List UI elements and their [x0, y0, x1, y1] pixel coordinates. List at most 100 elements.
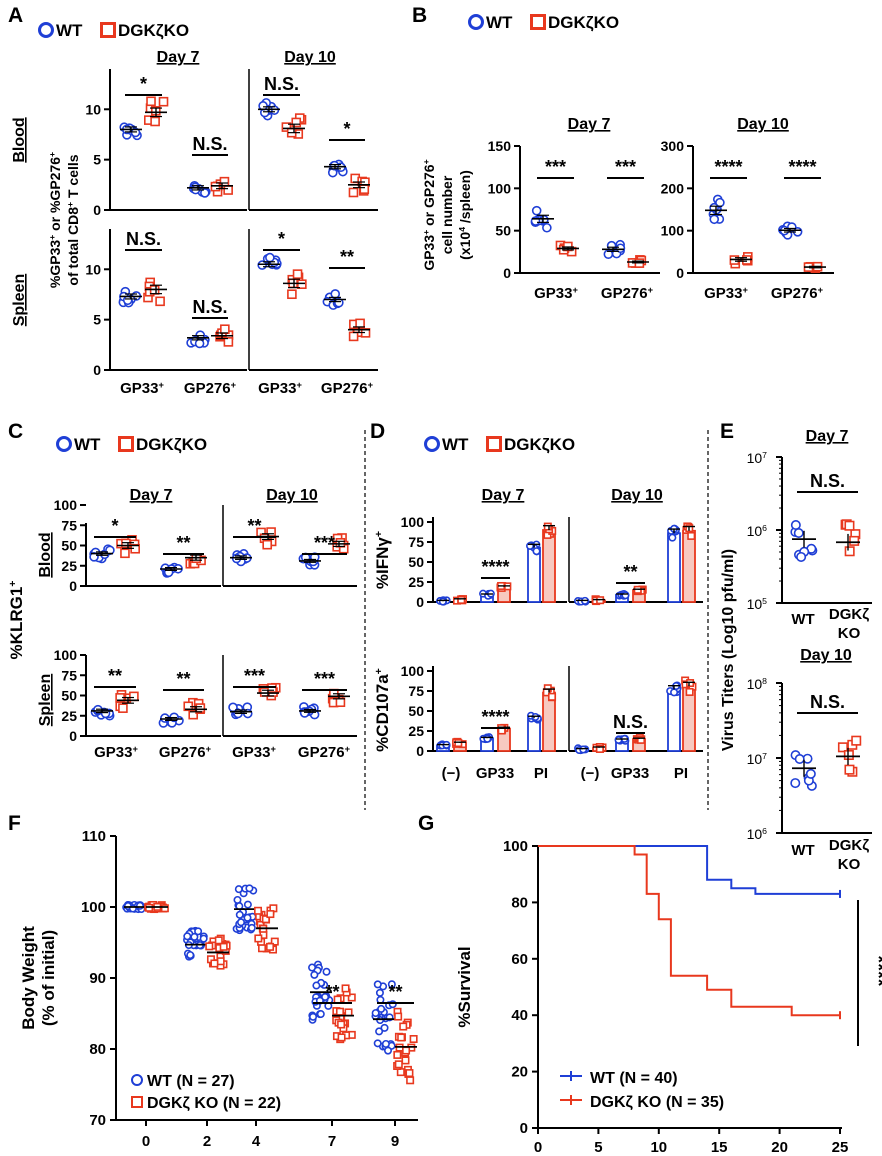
- panelC-legend-ko-label: DGKζKO: [136, 435, 207, 454]
- panelF-point: [261, 915, 270, 924]
- panelC-sig-label: ***: [314, 669, 335, 689]
- panelD-ifn-tick-label: 25: [408, 574, 424, 590]
- panelD-point: [543, 522, 552, 531]
- panelB-wt-point: [709, 214, 720, 225]
- panelF-point: [347, 993, 356, 1002]
- panelC-ko-point: [118, 703, 128, 713]
- panelF-point: [266, 910, 275, 919]
- panelG-xtick-label: 25: [832, 1139, 849, 1156]
- panelB-legend-wt-marker: [468, 14, 484, 30]
- panelD-bar-wt: [667, 688, 681, 752]
- panelF-point: [341, 984, 350, 993]
- panelF-point: [135, 901, 144, 910]
- panelF-point: [406, 1076, 415, 1085]
- panelG-tick-label: 40: [511, 1007, 528, 1024]
- panelA-wt-point: [330, 289, 341, 299]
- panelB-xlabel: GP276+: [601, 285, 654, 302]
- panelA-ko-point: [348, 331, 359, 342]
- panelB-d7-tick-label: 0: [503, 265, 511, 281]
- panelB-d7-tick-label: 150: [488, 138, 512, 154]
- panelC-xlabel: GP33+: [94, 744, 138, 761]
- panelD-cd107a-tick-label: 100: [401, 663, 425, 679]
- panelF-point: [245, 884, 254, 893]
- panelB-sig-label: ****: [788, 157, 816, 177]
- panelF-tick-label: 70: [89, 1112, 106, 1129]
- panelA-spleen-label: Spleen: [11, 274, 28, 326]
- panelF-point: [210, 959, 219, 968]
- panelE-xlabel-ko: KO: [838, 625, 861, 642]
- panelC-blood-tick-label: 0: [69, 578, 77, 594]
- panelF-point: [190, 932, 199, 941]
- panelA-legend-wt-label: WT: [56, 21, 83, 40]
- panelF-point: [335, 1007, 344, 1016]
- panelE-tick-label: 106: [747, 523, 768, 539]
- panelG-xtick-label: 5: [594, 1139, 602, 1156]
- panelF-point: [402, 1046, 411, 1055]
- panelD-sig-label: **: [623, 562, 637, 582]
- panelF-point: [183, 932, 192, 941]
- panelF-tick-label: 80: [89, 1041, 106, 1058]
- panelC-spleen-tick-label: 100: [54, 647, 78, 663]
- panelA-ko-point: [355, 318, 365, 329]
- panelF-point: [381, 1039, 390, 1048]
- panelD-legend-wt-marker: [424, 436, 440, 452]
- panelD-point: [686, 679, 695, 688]
- panelF-tick-label: 110: [82, 828, 106, 845]
- panelG-line-ko: [538, 845, 840, 1017]
- panelA-ko-point: [292, 269, 303, 279]
- panelD-bar-ko: [542, 529, 556, 603]
- panelE-point: [805, 768, 816, 779]
- panelD-xlabel: PI: [534, 765, 548, 782]
- panelF-point: [397, 1033, 406, 1042]
- panelG-xtick-label: 15: [711, 1139, 728, 1156]
- panelC-ko-point: [335, 697, 346, 708]
- panelD-sig-label: ****: [481, 707, 509, 727]
- panelD-ylabel-bot: %CD107a+: [373, 668, 392, 752]
- panelA-sig-label: N.S.: [192, 134, 227, 154]
- panel-label-F: F: [8, 812, 21, 835]
- panelF-point: [310, 970, 319, 979]
- panelC-blood-tick-label: 25: [61, 558, 77, 574]
- panelD-point: [483, 734, 492, 743]
- panelF-point: [254, 906, 263, 915]
- panelA-sig-label: *: [140, 74, 147, 94]
- panelA-sig-label: N.S.: [126, 229, 161, 249]
- panelC-day10: Day 10: [266, 487, 318, 504]
- panelE-point: [844, 520, 855, 531]
- panelB-legend-ko-marker: [530, 14, 546, 30]
- panelC-ko-point: [129, 691, 139, 702]
- panelA-ko-point: [281, 122, 292, 132]
- panelD-cd107a-tick-label: 75: [408, 683, 424, 699]
- panelD-point: [454, 739, 463, 748]
- panelB-sig-label: ***: [615, 157, 636, 177]
- panelD-day7: Day 7: [482, 487, 525, 504]
- panelG-legend-wt: WT (N = 40): [590, 1070, 678, 1087]
- panelE-day7: Day 7: [806, 428, 849, 445]
- panelE-point: [849, 535, 860, 546]
- panel-label-G: G: [418, 812, 434, 835]
- panelA-blood-label: Blood: [11, 117, 28, 162]
- panelF-legend-ko-marker: [131, 1096, 143, 1108]
- panelF-sig-label: **: [388, 982, 402, 1002]
- panelE-sig-label: N.S.: [810, 471, 845, 491]
- panelF-point: [234, 885, 243, 894]
- panelB-xlabel: GP276+: [771, 285, 824, 302]
- panelE-point: [790, 778, 801, 789]
- panelD-bar-wt: [667, 532, 681, 603]
- panelG-sig-label: ****: [867, 955, 882, 986]
- panelD-xlabel: (−): [442, 765, 461, 782]
- panelD-xlabel: (−): [581, 765, 600, 782]
- panelD-point: [687, 531, 696, 540]
- panelE-xlabel-wt: WT: [791, 842, 814, 859]
- panelC-blood-label: Blood: [37, 532, 54, 577]
- panelF-xtick-label: 0: [142, 1133, 150, 1150]
- panelE-day10: Day 10: [800, 647, 852, 664]
- panel-label-A: A: [8, 4, 23, 27]
- panelB-ylabel-3: (x104 /spleen): [457, 170, 473, 260]
- panelD-ylabel-top: %IFNγ+: [373, 531, 392, 589]
- panelF-point: [394, 1060, 403, 1069]
- panelF-point: [373, 980, 382, 989]
- panelB-ylabel-1: GP33+ or GP276+: [421, 159, 437, 270]
- panelA-ko-point: [158, 96, 169, 107]
